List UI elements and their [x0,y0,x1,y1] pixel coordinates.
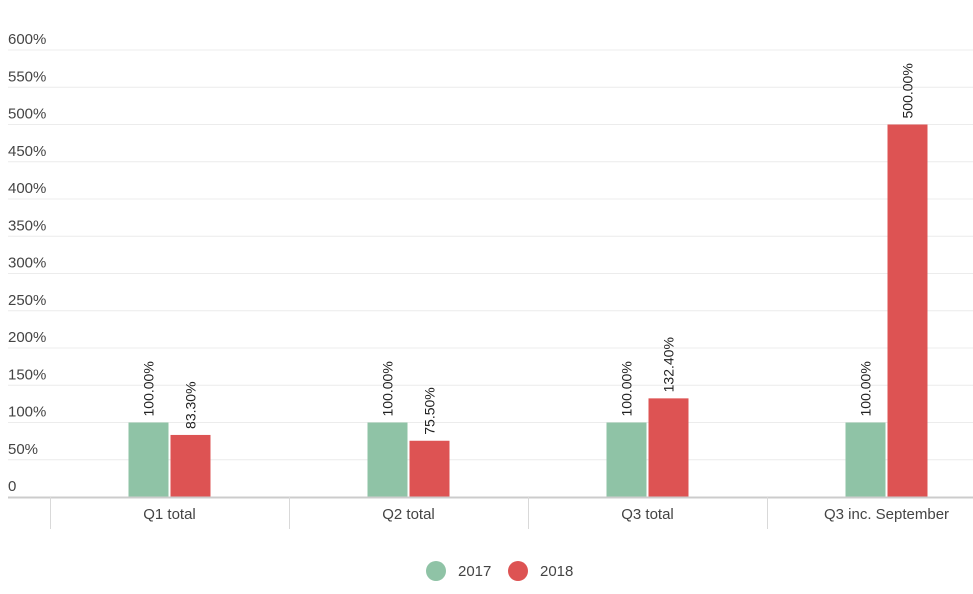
data-label: 100.00% [141,361,157,416]
data-label: 500.00% [900,63,916,118]
category-label: Q3 total [621,506,674,523]
y-tick-label: 600% [8,31,46,48]
category-label: Q3 inc. September [824,506,949,523]
bar-2018-1 [409,440,450,497]
y-tick-label: 250% [8,292,46,309]
bar-2017-2 [606,422,647,497]
bar-2017-3 [845,422,886,497]
x-axis: Q1 total Q2 total Q3 total Q3 inc. Septembe… [8,496,973,529]
y-tick-label: 300% [8,255,46,272]
gridlines [8,49,973,461]
y-tick-label: 0 [8,478,16,495]
legend-item-2018[interactable]: 2018 [508,561,573,581]
y-tick-label: 350% [8,217,46,234]
category-label: Q2 total [382,506,435,523]
bar-2017-0 [128,422,169,497]
y-tick-label: 450% [8,143,46,160]
data-label: 100.00% [380,361,396,416]
y-tick-label: 500% [8,106,46,123]
bar-2018-2 [648,398,689,497]
data-labels: 100.00% 83.30% 100.00% 75.50% 100.00% 132.40%… [141,63,916,435]
y-tick-label: 100% [8,404,46,421]
y-tick-label: 200% [8,329,46,346]
legend: 2017 2018 [426,561,573,581]
data-label: 100.00% [619,361,635,416]
y-tick-label: 550% [8,68,46,85]
y-tick-label: 50% [8,441,38,458]
bars [128,124,928,497]
y-axis-ticks: 0 50% 100% 150% 200% 250% 300% 350% 400% 450% 500%… [8,31,46,495]
y-tick-label: 150% [8,366,46,383]
data-label: 75.50% [422,387,438,434]
data-label: 132.40% [661,337,677,392]
legend-label: 2018 [540,563,573,580]
category-label: Q1 total [143,506,196,523]
legend-swatch [426,561,446,581]
bar-2018-0 [170,434,211,497]
bar-2017-1 [367,422,408,497]
data-label: 83.30% [183,381,199,428]
legend-label: 2017 [458,563,491,580]
legend-swatch [508,561,528,581]
bar-2018-3 [887,124,928,497]
data-label: 100.00% [858,361,874,416]
legend-item-2017[interactable]: 2017 [426,561,491,581]
y-tick-label: 400% [8,180,46,197]
